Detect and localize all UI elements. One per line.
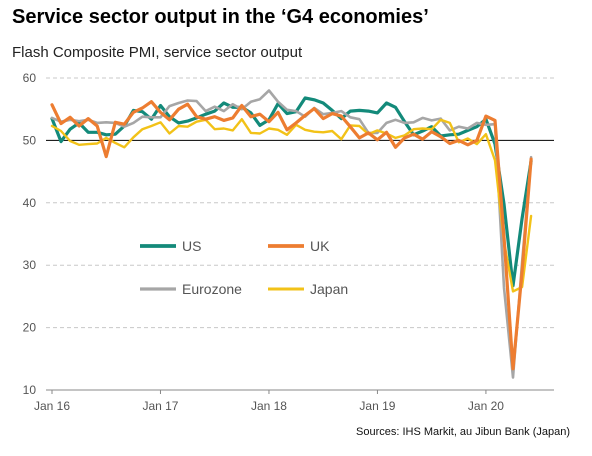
x-tick-label: Jan 16 (34, 399, 70, 413)
y-tick-label: 20 (23, 321, 37, 335)
series-line-uk (50, 100, 533, 371)
y-tick-label: 40 (23, 196, 37, 210)
legend-label-us: US (182, 238, 201, 254)
y-tick-label: 10 (23, 383, 37, 397)
series-line-eurozone (50, 89, 533, 379)
x-tick-label: Jan 20 (468, 399, 504, 413)
x-tick-label: Jan 17 (142, 399, 178, 413)
x-tick-label: Jan 19 (359, 399, 395, 413)
legend-label-japan: Japan (310, 281, 348, 297)
chart-subtitle: Flash Composite PMI, service sector outp… (12, 44, 303, 61)
x-axis: Jan 16 Jan 17 Jan 18 Jan 19 Jan 20 (34, 389, 554, 413)
legend: US UK Eurozone Japan (140, 238, 348, 297)
series-line-japan (50, 117, 533, 293)
page-title: Service sector output in the ‘G4 economi… (12, 6, 429, 28)
source-note: Sources: IHS Markit, au Jibun Bank (Japa… (356, 426, 570, 438)
y-tick-label: 60 (23, 71, 37, 85)
legend-label-uk: UK (310, 238, 330, 254)
legend-label-eurozone: Eurozone (182, 281, 242, 297)
series-lines (50, 89, 533, 379)
y-axis: 10 20 30 40 50 60 (23, 71, 37, 397)
y-tick-label: 30 (23, 258, 37, 272)
x-tick-label: Jan 18 (251, 399, 287, 413)
y-tick-label: 50 (23, 133, 37, 147)
